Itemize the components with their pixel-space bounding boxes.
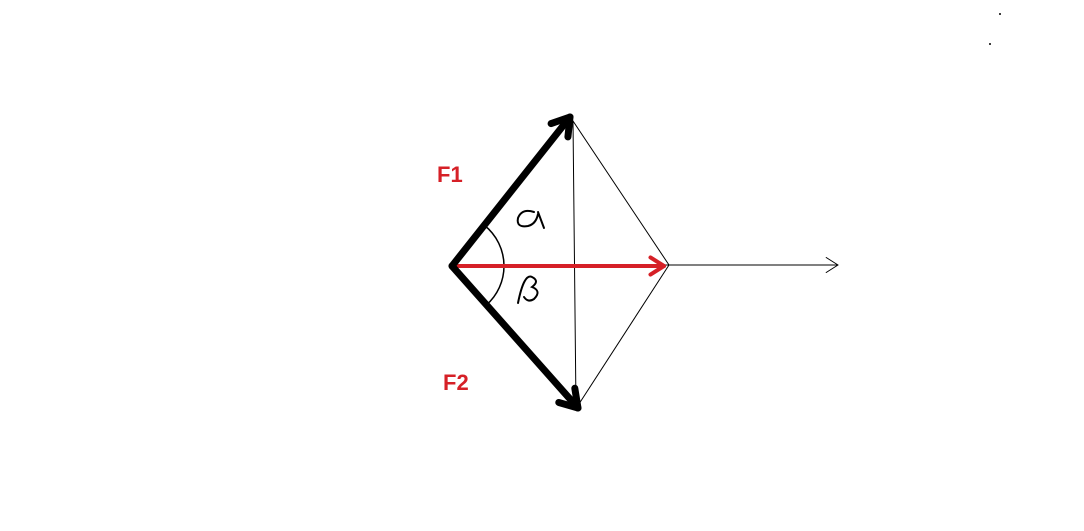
label-f2: F2 [443, 370, 469, 396]
vector-diagram [0, 0, 1084, 531]
label-f1: F1 [437, 162, 463, 188]
